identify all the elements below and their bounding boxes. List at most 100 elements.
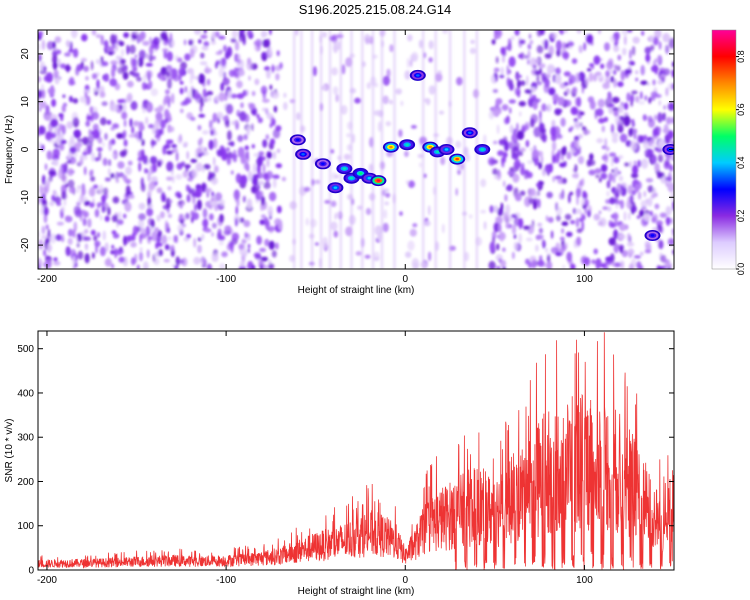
noise-blob — [271, 91, 280, 99]
noise-blob — [216, 111, 224, 119]
noise-blob — [658, 41, 662, 50]
noise-blob — [116, 219, 124, 226]
noise-blob — [77, 160, 84, 165]
noise-blob — [59, 63, 67, 69]
noise-blob — [555, 67, 561, 76]
signal-feature — [382, 141, 399, 153]
colorbar-tick-label: 0.8 — [736, 50, 746, 63]
signal-streak — [371, 30, 375, 269]
noise-blob — [508, 141, 514, 150]
noise-blob — [179, 258, 185, 265]
noise-blob — [203, 164, 211, 170]
noise-blob — [272, 151, 276, 160]
noise-blob — [659, 225, 664, 234]
noise-blob — [506, 184, 513, 192]
noise-blob — [59, 143, 65, 151]
noise-blob — [500, 202, 504, 212]
noise-blob — [96, 202, 104, 207]
noise-blob — [552, 155, 556, 164]
noise-blob — [618, 104, 624, 114]
noise-blob — [593, 213, 601, 221]
noise-blob — [223, 44, 227, 52]
noise-blob — [658, 126, 661, 134]
noise-blob — [554, 108, 563, 113]
noise-blob — [570, 263, 576, 269]
noise-blob — [141, 81, 147, 91]
noise-blob — [175, 234, 178, 244]
noise-blob — [641, 158, 649, 169]
noise-blob — [117, 99, 124, 104]
noise-blob — [502, 56, 505, 63]
noise-blob — [374, 82, 378, 88]
noise-blob — [100, 117, 107, 126]
noise-blob — [202, 130, 209, 135]
heat-xtick-label: -100 — [216, 274, 236, 285]
feature-core — [435, 150, 440, 154]
noise-blob — [45, 104, 50, 115]
noise-blob — [140, 227, 146, 234]
noise-blob — [212, 222, 217, 229]
signal-feature — [474, 144, 491, 155]
noise-blob — [636, 215, 641, 220]
noise-blob — [139, 233, 143, 245]
noise-blob — [518, 53, 523, 59]
noise-blob — [585, 77, 589, 86]
noise-blob — [258, 180, 265, 185]
noise-blob — [588, 72, 594, 82]
noise-blob — [215, 94, 220, 102]
noise-blob — [440, 156, 446, 166]
snr-ytick-label: 400 — [17, 388, 34, 399]
noise-blob — [128, 195, 135, 199]
noise-blob — [139, 130, 142, 141]
noise-blob — [108, 51, 114, 56]
noise-blob — [261, 256, 269, 262]
noise-blob — [496, 124, 500, 135]
noise-blob — [260, 85, 268, 95]
noise-blob — [400, 100, 404, 107]
noise-blob — [568, 193, 571, 204]
noise-blob — [145, 53, 150, 59]
noise-blob — [91, 111, 100, 120]
noise-blob — [208, 95, 212, 102]
noise-blob — [559, 236, 565, 241]
noise-blob — [499, 232, 506, 240]
noise-blob — [536, 45, 544, 54]
noise-blob — [82, 136, 89, 145]
noise-blob — [548, 45, 555, 56]
signal-streak — [319, 30, 323, 269]
noise-blob — [74, 208, 82, 218]
noise-blob — [554, 175, 563, 180]
noise-blob — [165, 89, 170, 95]
noise-blob — [498, 258, 502, 263]
noise-blob — [626, 92, 631, 102]
noise-blob — [132, 67, 138, 72]
noise-blob — [418, 39, 423, 49]
noise-blob — [157, 230, 162, 237]
noise-blob — [196, 147, 203, 154]
noise-blob — [563, 81, 569, 86]
noise-blob — [600, 263, 607, 268]
noise-blob — [382, 222, 389, 233]
noise-blob — [398, 129, 403, 138]
noise-blob — [404, 150, 409, 158]
noise-blob — [630, 61, 635, 66]
noise-blob — [593, 55, 601, 65]
noise-blob — [146, 249, 150, 259]
noise-blob — [65, 215, 71, 220]
noise-blob — [508, 56, 516, 67]
feature-core — [416, 74, 420, 77]
noise-blob — [39, 141, 42, 150]
noise-blob — [564, 99, 572, 107]
noise-blob — [574, 121, 581, 126]
noise-blob — [510, 214, 518, 219]
signal-streak — [328, 30, 332, 269]
noise-blob — [38, 196, 41, 205]
signal-feature — [289, 134, 306, 146]
noise-blob — [257, 155, 263, 167]
noise-blob — [622, 47, 627, 56]
noise-blob — [532, 94, 537, 103]
noise-blob — [647, 115, 653, 123]
noise-blob — [266, 170, 274, 179]
noise-blob — [171, 144, 177, 149]
